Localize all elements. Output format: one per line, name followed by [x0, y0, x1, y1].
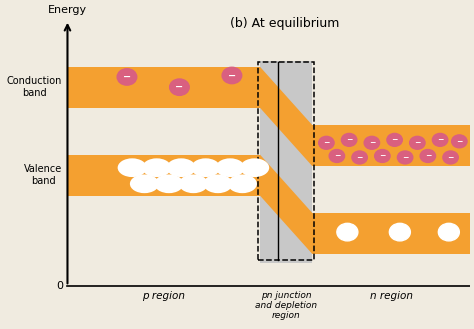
Circle shape: [170, 79, 189, 95]
Text: −: −: [425, 151, 431, 161]
Text: −: −: [346, 135, 352, 144]
Circle shape: [397, 151, 413, 164]
Text: p region: p region: [142, 291, 185, 301]
Circle shape: [387, 134, 402, 146]
Ellipse shape: [118, 158, 147, 177]
Circle shape: [374, 150, 390, 163]
Ellipse shape: [216, 158, 245, 177]
Text: Valence
band: Valence band: [24, 164, 62, 186]
Text: Conduction
band: Conduction band: [7, 76, 62, 98]
Ellipse shape: [228, 174, 257, 193]
Text: −: −: [456, 137, 463, 146]
Circle shape: [117, 69, 137, 85]
Text: −: −: [392, 135, 398, 144]
Circle shape: [389, 223, 410, 241]
Ellipse shape: [240, 158, 269, 177]
Circle shape: [341, 134, 357, 146]
Ellipse shape: [142, 158, 171, 177]
Bar: [312, 213, 470, 254]
Text: Energy: Energy: [48, 6, 87, 15]
Bar: [260, 61, 312, 263]
Circle shape: [364, 136, 380, 149]
Text: −: −: [123, 72, 131, 82]
Polygon shape: [260, 155, 312, 254]
Text: −: −: [447, 153, 454, 162]
Text: pn junction
and depletion
region: pn junction and depletion region: [255, 291, 317, 320]
Bar: [67, 155, 260, 195]
Circle shape: [410, 136, 425, 149]
Polygon shape: [260, 67, 312, 166]
Circle shape: [452, 135, 467, 148]
Text: −: −: [323, 138, 329, 147]
Text: n region: n region: [370, 291, 412, 301]
Text: −: −: [402, 153, 408, 162]
Ellipse shape: [167, 158, 196, 177]
Text: −: −: [437, 135, 443, 144]
Text: −: −: [414, 138, 420, 147]
Text: −: −: [379, 151, 385, 161]
Ellipse shape: [155, 174, 183, 193]
Text: −: −: [175, 82, 183, 92]
Circle shape: [222, 67, 242, 84]
Circle shape: [352, 151, 367, 164]
Text: −: −: [356, 153, 363, 162]
Bar: [258, 62, 314, 260]
Ellipse shape: [191, 158, 220, 177]
Text: 0: 0: [56, 281, 63, 291]
Text: −: −: [369, 138, 375, 147]
Circle shape: [329, 150, 345, 163]
Circle shape: [337, 223, 358, 241]
Ellipse shape: [179, 174, 208, 193]
Circle shape: [432, 134, 448, 146]
Text: (b) At equilibrium: (b) At equilibrium: [230, 17, 339, 30]
Circle shape: [420, 150, 436, 163]
Ellipse shape: [203, 174, 232, 193]
Bar: [312, 125, 470, 166]
Circle shape: [319, 136, 334, 149]
Ellipse shape: [130, 174, 159, 193]
Text: −: −: [334, 151, 340, 161]
Circle shape: [443, 151, 458, 164]
Text: −: −: [228, 70, 236, 81]
Circle shape: [438, 223, 459, 241]
Bar: [67, 67, 260, 108]
